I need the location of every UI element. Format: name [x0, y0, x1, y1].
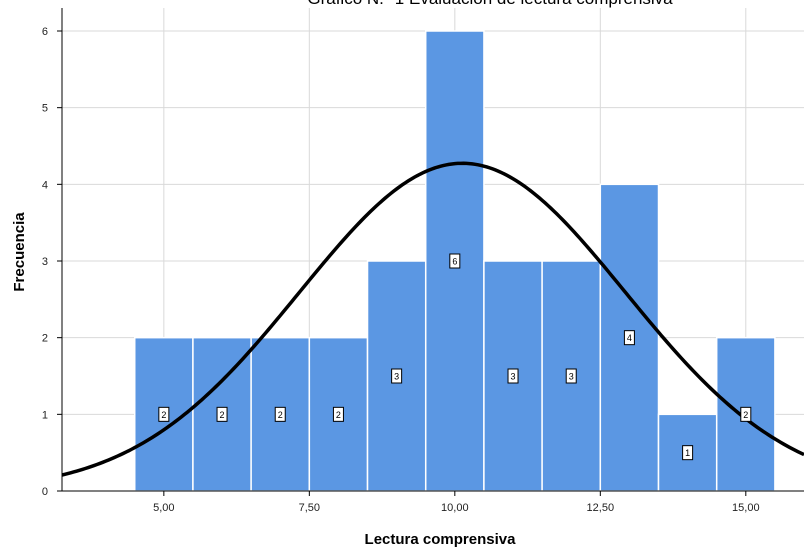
- data-label: 3: [569, 372, 574, 382]
- normal-curve: [61, 161, 804, 477]
- data-label: 6: [452, 257, 457, 267]
- data-label-box: [158, 406, 170, 422]
- y-axis-title: Frecuencia: [11, 212, 28, 292]
- y-tick-label: 1: [42, 409, 48, 421]
- curve-layer: [61, 161, 804, 477]
- y-tick-label: 2: [42, 333, 48, 345]
- data-label: 2: [161, 410, 166, 420]
- y-tick-label: 6: [42, 26, 48, 38]
- data-label: 1: [685, 448, 690, 458]
- y-tick-label: 5: [42, 103, 48, 115]
- axes-layer: 0 1 2 3 4 5 6 5,00 7,50 10,00 12,50 15,00: [42, 8, 804, 514]
- x-tick-label: 15,00: [732, 502, 760, 514]
- data-label-box: [682, 445, 694, 461]
- data-label: 2: [278, 410, 283, 420]
- data-label: 4: [627, 333, 632, 343]
- data-label-box: [274, 406, 286, 422]
- histogram-bar: [483, 260, 543, 492]
- x-tick-label: 5,00: [153, 502, 174, 514]
- data-label-box: [623, 330, 635, 346]
- data-label: 2: [743, 410, 748, 420]
- data-label-box: [507, 368, 519, 384]
- data-label-box: [391, 368, 403, 384]
- x-tick-label: 7,50: [299, 502, 320, 514]
- y-tick-label: 0: [42, 486, 48, 498]
- x-tick-label: 12,50: [587, 502, 615, 514]
- x-axis-title: Lectura comprensiva: [365, 531, 517, 548]
- data-labels-layer: 2 2 2 2 3 6 3 3 4 1 2: [158, 253, 752, 461]
- data-label-box: [216, 406, 228, 422]
- data-label-box: [332, 406, 344, 422]
- histogram-bar: [424, 30, 485, 492]
- data-label-box: [740, 406, 752, 422]
- chart-title: Gráfico N.º 1 Evaluación de lectura comp…: [307, 0, 673, 8]
- data-label: 3: [394, 372, 399, 382]
- data-label: 2: [336, 410, 341, 420]
- data-label-box: [565, 368, 577, 384]
- y-tick-label: 3: [42, 256, 48, 268]
- y-tick-label: 4: [42, 179, 48, 191]
- data-label-box: [449, 253, 461, 269]
- x-tick-label: 10,00: [441, 502, 469, 514]
- data-label: 2: [220, 410, 225, 420]
- data-label: 3: [511, 372, 516, 382]
